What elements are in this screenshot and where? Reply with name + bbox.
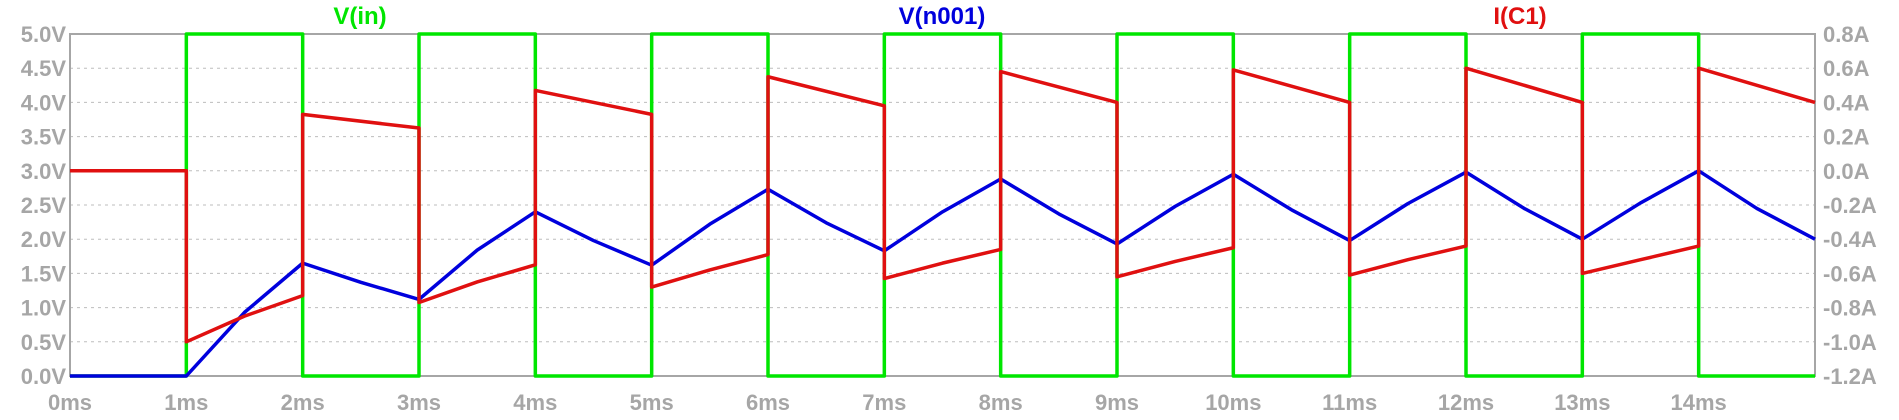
y-tick-label-left: 2.0V (21, 227, 67, 252)
y-tick-label-left: 0.0V (21, 364, 67, 389)
y-tick-label-right: -1.2A (1823, 364, 1877, 389)
y-tick-label-left: 4.5V (21, 56, 67, 81)
x-tick-label: 12ms (1438, 390, 1494, 415)
series-line-vn001[interactable] (70, 169, 1816, 378)
x-tick-label: 5ms (630, 390, 674, 415)
y-tick-label-right: 0.2A (1823, 125, 1870, 150)
y-tick-label-left: 1.0V (21, 296, 67, 321)
y-tick-label-left: 3.5V (21, 125, 67, 150)
x-tick-label: 0ms (48, 390, 92, 415)
grid-lines (70, 34, 1815, 376)
y-tick-label-right: 0.8A (1823, 22, 1870, 47)
y-tick-label-left: 4.0V (21, 90, 67, 115)
x-tick-label: 8ms (979, 390, 1023, 415)
y-tick-label-right: 0.4A (1823, 90, 1870, 115)
y-tick-label-left: 2.5V (21, 193, 67, 218)
x-tick-label: 4ms (513, 390, 557, 415)
y-tick-label-right: 0.6A (1823, 56, 1870, 81)
y-tick-label-left: 1.5V (21, 261, 67, 286)
y-tick-label-right: -1.0A (1823, 330, 1877, 355)
trace-label-vn001[interactable]: V(n001) (899, 3, 986, 30)
x-tick-label: 1ms (164, 390, 208, 415)
series-line-vin[interactable] (70, 32, 1815, 378)
x-tick-label: 3ms (397, 390, 441, 415)
y-tick-label-right: -0.4A (1823, 227, 1877, 252)
y-tick-label-right: 0.0A (1823, 159, 1870, 184)
x-tick-label: 14ms (1671, 390, 1727, 415)
x-tick-label: 7ms (862, 390, 906, 415)
y-tick-label-right: -0.8A (1823, 296, 1877, 321)
y-tick-label-left: 5.0V (21, 22, 67, 47)
x-tick-label: 13ms (1554, 390, 1610, 415)
trace-labels: V(in) V(n001) I(C1) (333, 3, 1546, 30)
x-tick-label: 11ms (1322, 390, 1377, 415)
series-layer (70, 32, 1816, 378)
x-tick-label: 10ms (1205, 390, 1261, 415)
y-tick-label-right: -0.6A (1823, 261, 1877, 286)
trace-label-ic1[interactable]: I(C1) (1493, 3, 1546, 30)
x-tick-label: 9ms (1095, 390, 1139, 415)
series-line-ic1[interactable] (70, 66, 1816, 344)
y-tick-label-left: 3.0V (21, 159, 67, 184)
y-tick-label-left: 0.5V (21, 330, 67, 355)
x-tick-label: 2ms (281, 390, 325, 415)
x-tick-label: 6ms (746, 390, 790, 415)
y-tick-label-right: -0.2A (1823, 193, 1877, 218)
trace-label-vin[interactable]: V(in) (333, 3, 386, 30)
tick-labels: 0ms 1ms 2ms 3ms 4ms 5ms 6ms 7ms 8ms 9ms 10ms 11ms 12… (21, 22, 1877, 415)
